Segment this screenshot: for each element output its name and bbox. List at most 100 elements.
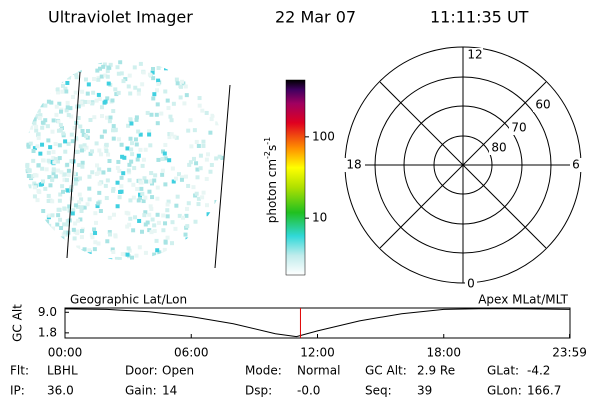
pixel [92, 115, 97, 120]
pixel [55, 70, 60, 75]
pixel [40, 125, 45, 130]
pixel [26, 173, 31, 178]
pixel [46, 193, 51, 198]
pixel [213, 60, 218, 65]
terminator [214, 84, 231, 269]
pixel [27, 184, 32, 189]
pixel [65, 162, 70, 167]
pixel [66, 75, 71, 80]
pixel [107, 167, 112, 172]
pixel [54, 104, 59, 109]
pixel [66, 141, 71, 146]
pixel [152, 92, 157, 97]
pixel [42, 250, 47, 255]
pixel [206, 79, 211, 84]
pixel [43, 103, 48, 108]
pixel [154, 238, 159, 243]
pixel [182, 101, 187, 106]
pixel [75, 204, 80, 209]
lat-label: 80 [491, 141, 506, 155]
pixel [152, 252, 157, 257]
pixel [87, 257, 92, 260]
pixel [70, 70, 75, 75]
pixel [212, 208, 217, 213]
pixel [136, 91, 141, 96]
pixel [38, 225, 43, 230]
pixel [201, 62, 206, 67]
pixel [180, 79, 185, 84]
terminator [66, 71, 81, 259]
pixel [79, 197, 84, 202]
pixel [107, 232, 112, 237]
pixel [194, 139, 199, 144]
pixel [148, 204, 153, 209]
pixel [200, 87, 205, 92]
pixel [63, 230, 68, 235]
pixel [32, 194, 37, 199]
pixel [127, 162, 132, 167]
pixel [66, 113, 71, 118]
status-value: 14 [162, 384, 177, 398]
pixel [117, 256, 122, 260]
pixel [172, 134, 177, 139]
pixel [43, 238, 48, 243]
pixel [150, 67, 155, 72]
status-value: 2.9 Re [417, 364, 455, 378]
pixel [147, 212, 152, 217]
pixel [196, 202, 201, 207]
pixel [195, 175, 200, 180]
pixel [51, 168, 56, 173]
pixel [63, 139, 68, 144]
pixel [77, 68, 82, 73]
pixel [152, 228, 157, 233]
pixel [220, 155, 225, 160]
pixel [135, 157, 140, 162]
pixel [110, 128, 115, 133]
pixel [108, 62, 113, 67]
y-tick-label: 1.8 [38, 325, 57, 339]
pixel [25, 191, 30, 196]
pixel [43, 118, 48, 123]
pixel [43, 258, 48, 260]
pixel [205, 255, 210, 260]
pixel [183, 174, 188, 179]
pixel [47, 175, 52, 180]
pixel [67, 208, 72, 213]
pixel [108, 115, 113, 120]
pixel [56, 90, 61, 95]
pixel [129, 255, 134, 260]
pixel [72, 236, 77, 241]
pixel [124, 210, 129, 215]
pixel [219, 77, 224, 82]
pixel [40, 166, 45, 171]
pixel [41, 90, 46, 95]
pixel [42, 248, 47, 253]
pixel [59, 75, 64, 80]
pixel [118, 189, 123, 194]
pixel [56, 119, 61, 124]
pixel [156, 82, 161, 87]
pixel [38, 182, 43, 187]
pixel [74, 72, 79, 77]
pixel [77, 192, 82, 197]
pixel [128, 117, 133, 122]
pixel [102, 62, 107, 67]
pixel [35, 198, 40, 203]
plot-frame [64, 307, 571, 339]
pixel [60, 75, 65, 80]
pixel [61, 257, 66, 260]
pixel [185, 250, 190, 255]
pixel [59, 78, 64, 83]
pixel [167, 135, 172, 140]
pixel [55, 87, 60, 92]
pixel [123, 252, 128, 257]
pixel [83, 77, 88, 82]
pixel [115, 204, 120, 209]
pixel [220, 228, 225, 233]
pixel [61, 131, 66, 136]
pixel [129, 159, 134, 164]
pixel [96, 170, 101, 175]
pixel [140, 163, 145, 168]
pixel [141, 199, 146, 204]
pixel [114, 256, 119, 260]
